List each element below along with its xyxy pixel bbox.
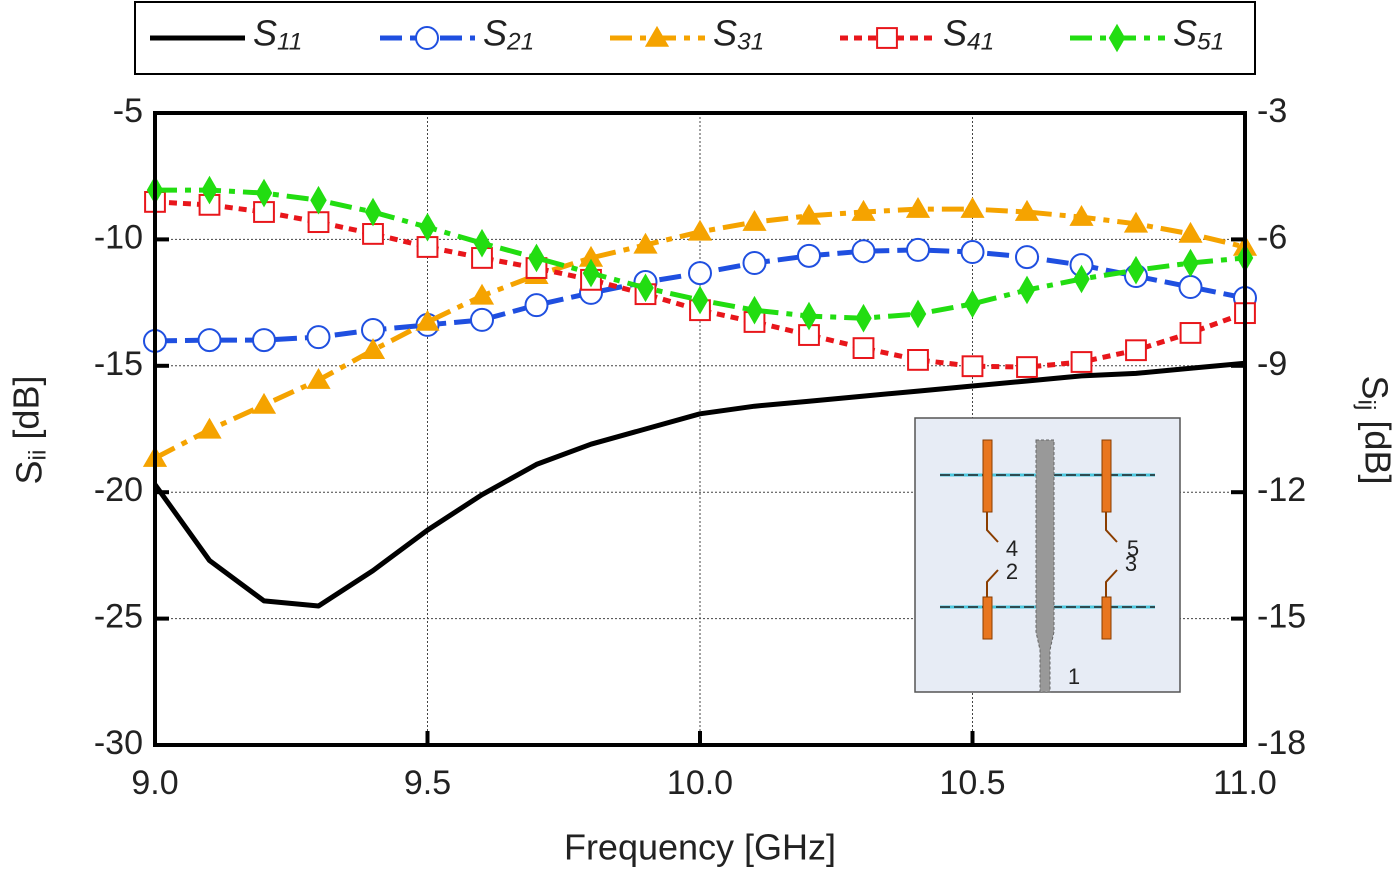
- port-label: 3: [1125, 551, 1137, 576]
- marker: [1125, 339, 1147, 362]
- marker: [851, 199, 876, 221]
- marker: [1015, 245, 1039, 270]
- marker: [796, 203, 822, 225]
- series-line: [154, 199, 1246, 370]
- marker: [1018, 275, 1036, 305]
- marker: [419, 212, 436, 242]
- marker: [578, 245, 604, 267]
- y2-axis-label: Sij [dB]: [1352, 376, 1399, 485]
- marker: [633, 232, 658, 254]
- x-tick-label: 9.5: [404, 764, 451, 802]
- marker: [470, 307, 494, 332]
- y2-tick-label: -3: [1257, 92, 1287, 130]
- series-line: [152, 360, 1246, 609]
- plot-frame: [153, 111, 1247, 747]
- marker: [307, 211, 330, 234]
- marker: [1178, 275, 1203, 300]
- marker: [473, 228, 491, 258]
- marker: [746, 295, 763, 325]
- marker: [1127, 255, 1145, 285]
- marker: [1014, 199, 1040, 221]
- port-label: 2: [1006, 559, 1018, 584]
- marker: [742, 250, 767, 275]
- marker: [691, 285, 709, 315]
- marker: [197, 328, 222, 353]
- y2-tick-label: -18: [1257, 724, 1306, 762]
- marker: [364, 197, 382, 227]
- marker: [960, 196, 985, 218]
- marker: [797, 243, 821, 268]
- marker: [907, 349, 929, 371]
- marker: [1073, 264, 1090, 294]
- marker: [688, 261, 712, 286]
- y2-tick-label: -6: [1257, 218, 1287, 256]
- marker: [310, 185, 327, 215]
- marker: [1070, 351, 1093, 373]
- marker: [306, 325, 331, 350]
- marker: [201, 175, 218, 205]
- marker: [800, 301, 818, 331]
- port-label: 4: [1006, 536, 1018, 561]
- marker: [360, 338, 386, 360]
- x-axis-label: Frequency [GHz]: [564, 827, 836, 868]
- marker: [1123, 211, 1149, 233]
- legend-marker: [876, 27, 898, 49]
- marker: [1178, 221, 1203, 243]
- legend-marker: [644, 25, 670, 47]
- marker: [415, 309, 440, 331]
- marker: [852, 337, 875, 360]
- marker: [855, 303, 872, 333]
- legend-marker: [1108, 23, 1126, 53]
- marker: [637, 273, 654, 303]
- marker: [961, 355, 984, 378]
- marker: [252, 328, 276, 353]
- marker: [362, 223, 384, 245]
- y-axis-label: Sii [dB]: [5, 376, 52, 485]
- marker: [197, 417, 222, 439]
- x-tick-label: 9.0: [131, 764, 178, 802]
- marker: [582, 258, 600, 288]
- y-tick-label: -5: [113, 92, 143, 130]
- marker: [905, 196, 931, 218]
- marker: [524, 293, 549, 318]
- y-tick-label: -25: [94, 598, 143, 636]
- marker: [964, 289, 981, 319]
- inset-diagram: 4 5 2 3 1: [914, 417, 1181, 693]
- marker: [909, 299, 927, 329]
- marker: [1179, 322, 1202, 344]
- marker: [851, 239, 876, 264]
- port-label: 1: [1068, 664, 1080, 689]
- y2-tick-label: -15: [1257, 598, 1306, 636]
- marker: [1016, 356, 1038, 378]
- x-tick-label: 11.0: [1213, 764, 1277, 802]
- y-tick-label: -20: [94, 471, 143, 509]
- port-label: 5: [1127, 536, 1139, 561]
- marker: [469, 283, 495, 305]
- x-tick-label: 10.0: [667, 764, 733, 802]
- marker: [906, 237, 930, 262]
- y-tick-label: -15: [94, 345, 143, 383]
- marker: [361, 317, 385, 342]
- legend-marker: [415, 26, 439, 50]
- marker: [255, 178, 273, 208]
- legend-box: [134, 1, 1256, 75]
- marker: [687, 219, 713, 241]
- marker: [528, 243, 545, 273]
- marker: [960, 240, 985, 265]
- marker: [306, 368, 331, 389]
- marker: [1182, 248, 1199, 278]
- y-tick-label: -30: [94, 724, 143, 762]
- y2-tick-label: -9: [1257, 345, 1287, 383]
- y2-tick-label: -12: [1257, 471, 1306, 509]
- y-tick-label: -10: [94, 218, 143, 256]
- x-tick-label: 10.5: [939, 764, 1005, 802]
- marker: [742, 210, 767, 231]
- marker: [251, 392, 277, 414]
- marker: [1069, 204, 1094, 226]
